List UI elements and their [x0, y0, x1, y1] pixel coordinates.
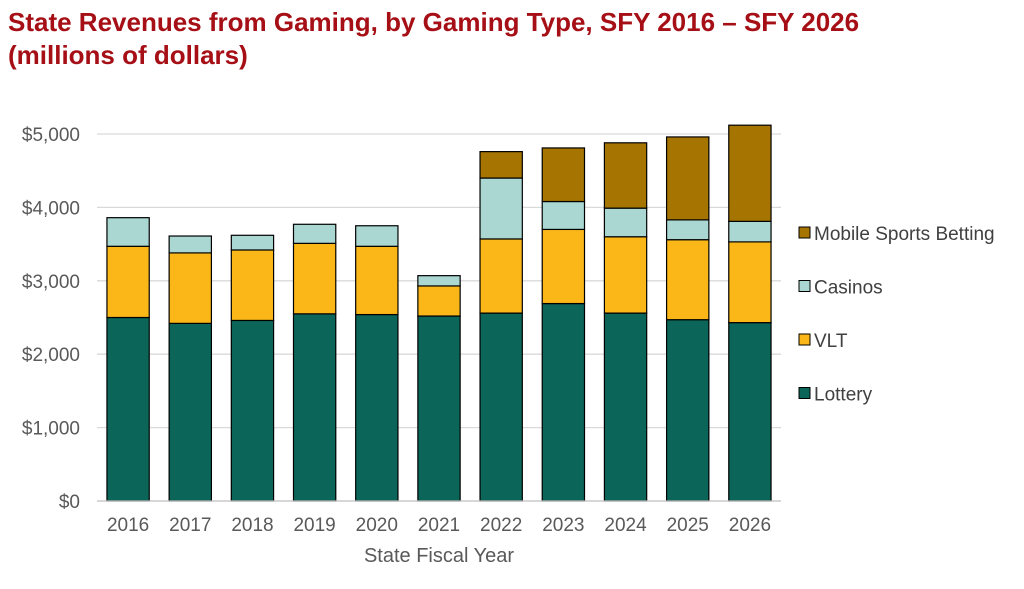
bar-casinos-2026	[728, 220, 772, 243]
bar-lottery-2016	[106, 316, 150, 502]
chart-title-line-2: (millions of dollars)	[8, 40, 248, 70]
legend: Mobile Sports Betting Casinos VLT Lottery	[798, 224, 995, 406]
bar-lottery-2022	[479, 312, 523, 502]
chart-title-line-1: State Revenues from Gaming, by Gaming Ty…	[8, 7, 860, 37]
legend-label: Lottery	[814, 385, 873, 406]
bar-casinos-2016	[106, 217, 150, 247]
bar-vlt-2023	[541, 228, 586, 305]
bar-vlt-2022	[479, 238, 523, 314]
legend-label: VLT	[814, 331, 848, 352]
bar-lottery-2020	[355, 313, 399, 502]
x-axis-ticks: 2016 2017 2018 2019 2020 2021 2022 2023 2024 2025…	[107, 515, 771, 536]
legend-swatch-lottery	[798, 387, 811, 399]
y-tick-label: $1,000	[22, 419, 80, 440]
bar-vlt-2025	[665, 239, 710, 321]
bar-mobile-sports-betting-2025	[665, 136, 710, 221]
x-axis-label: State Fiscal Year	[364, 545, 514, 567]
x-tick-label: 2020	[356, 515, 398, 536]
x-tick-label: 2025	[667, 515, 709, 536]
y-tick-label: $2,000	[22, 345, 80, 366]
bar-vlt-2016	[106, 245, 150, 319]
bar-vlt-2021	[417, 285, 461, 317]
x-tick-label: 2021	[418, 515, 460, 536]
x-tick-label: 2017	[169, 515, 211, 536]
bar-casinos-2020	[355, 225, 399, 247]
bar-lottery-2017	[168, 322, 213, 502]
bar-vlt-2026	[728, 241, 772, 324]
legend-swatch-casinos	[798, 280, 811, 292]
x-tick-label: 2022	[480, 515, 522, 536]
bar-casinos-2024	[603, 207, 648, 238]
bar-lottery-2025	[665, 319, 710, 502]
x-tick-label: 2019	[293, 515, 335, 536]
bar-vlt-2024	[603, 236, 648, 314]
y-tick-label: $5,000	[22, 125, 80, 146]
bar-vlt-2017	[168, 252, 213, 324]
bar-mobile-sports-betting-2024	[603, 142, 648, 209]
bar-casinos-2017	[168, 235, 213, 254]
bar-lottery-2023	[541, 302, 586, 502]
legend-label: Mobile Sports Betting	[814, 224, 995, 245]
y-axis-ticks: $0 $1,000 $2,000 $3,000 $4,000 $5,000	[22, 125, 80, 513]
bar-casinos-2019	[292, 223, 337, 244]
bar-lottery-2019	[292, 313, 337, 502]
bar-vlt-2020	[355, 245, 399, 316]
x-tick-label: 2016	[107, 515, 149, 536]
legend-swatch-vlt	[798, 333, 811, 346]
x-tick-label: 2018	[231, 515, 273, 536]
y-tick-label: $3,000	[22, 272, 80, 293]
bar-casinos-2021	[417, 275, 461, 287]
bar-mobile-sports-betting-2023	[541, 147, 586, 203]
x-tick-label: 2024	[604, 515, 647, 536]
chart-title: State Revenues from Gaming, by Gaming Ty…	[8, 6, 859, 72]
legend-swatch-mobile-sports-betting	[798, 226, 811, 239]
bar-lottery-2024	[603, 312, 648, 502]
bar-casinos-2025	[665, 219, 710, 241]
bar-mobile-sports-betting-2022	[479, 151, 523, 179]
y-tick-label: $4,000	[22, 198, 80, 219]
bar-casinos-2018	[230, 234, 275, 251]
bar-lottery-2018	[230, 319, 275, 502]
x-tick-label: 2026	[729, 515, 771, 536]
bar-casinos-2022	[479, 177, 523, 240]
bar-lottery-2026	[728, 322, 772, 502]
bar-vlt-2018	[230, 249, 275, 322]
legend-label: Casinos	[814, 278, 883, 299]
bar-lottery-2021	[417, 315, 461, 502]
y-tick-label: $0	[59, 492, 80, 513]
bar-vlt-2019	[292, 242, 337, 315]
bar-mobile-sports-betting-2026	[728, 124, 772, 222]
bars	[106, 124, 772, 502]
bar-casinos-2023	[541, 200, 586, 231]
x-tick-label: 2023	[542, 515, 584, 536]
